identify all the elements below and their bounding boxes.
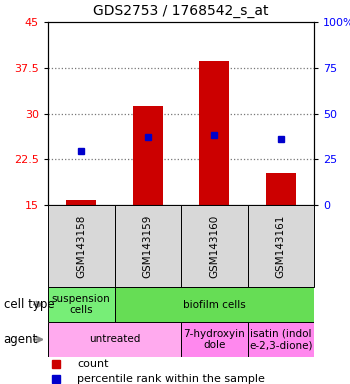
Bar — [48, 287, 114, 322]
Bar — [133, 106, 163, 205]
Text: agent: agent — [4, 333, 38, 346]
Text: count: count — [77, 359, 108, 369]
Title: GDS2753 / 1768542_s_at: GDS2753 / 1768542_s_at — [93, 4, 269, 18]
Bar — [114, 205, 181, 287]
Bar — [199, 61, 229, 205]
Bar — [181, 205, 247, 287]
Text: 7-hydroxyin
dole: 7-hydroxyin dole — [183, 329, 245, 350]
Bar — [114, 287, 314, 322]
Text: cell type: cell type — [4, 298, 54, 311]
Text: GSM143160: GSM143160 — [209, 214, 219, 278]
Bar — [247, 205, 314, 287]
Bar — [48, 322, 181, 357]
Bar — [48, 205, 114, 287]
Text: untreated: untreated — [89, 334, 140, 344]
Bar — [247, 322, 314, 357]
Text: suspension
cells: suspension cells — [52, 294, 111, 315]
Bar — [181, 322, 247, 357]
Text: GSM143158: GSM143158 — [76, 214, 86, 278]
Bar — [66, 200, 96, 205]
Text: percentile rank within the sample: percentile rank within the sample — [77, 374, 265, 384]
Bar — [266, 173, 296, 205]
Text: isatin (indol
e-2,3-dione): isatin (indol e-2,3-dione) — [249, 329, 313, 350]
Text: biofilm cells: biofilm cells — [183, 300, 246, 310]
Text: GSM143159: GSM143159 — [143, 214, 153, 278]
Text: GSM143161: GSM143161 — [276, 214, 286, 278]
